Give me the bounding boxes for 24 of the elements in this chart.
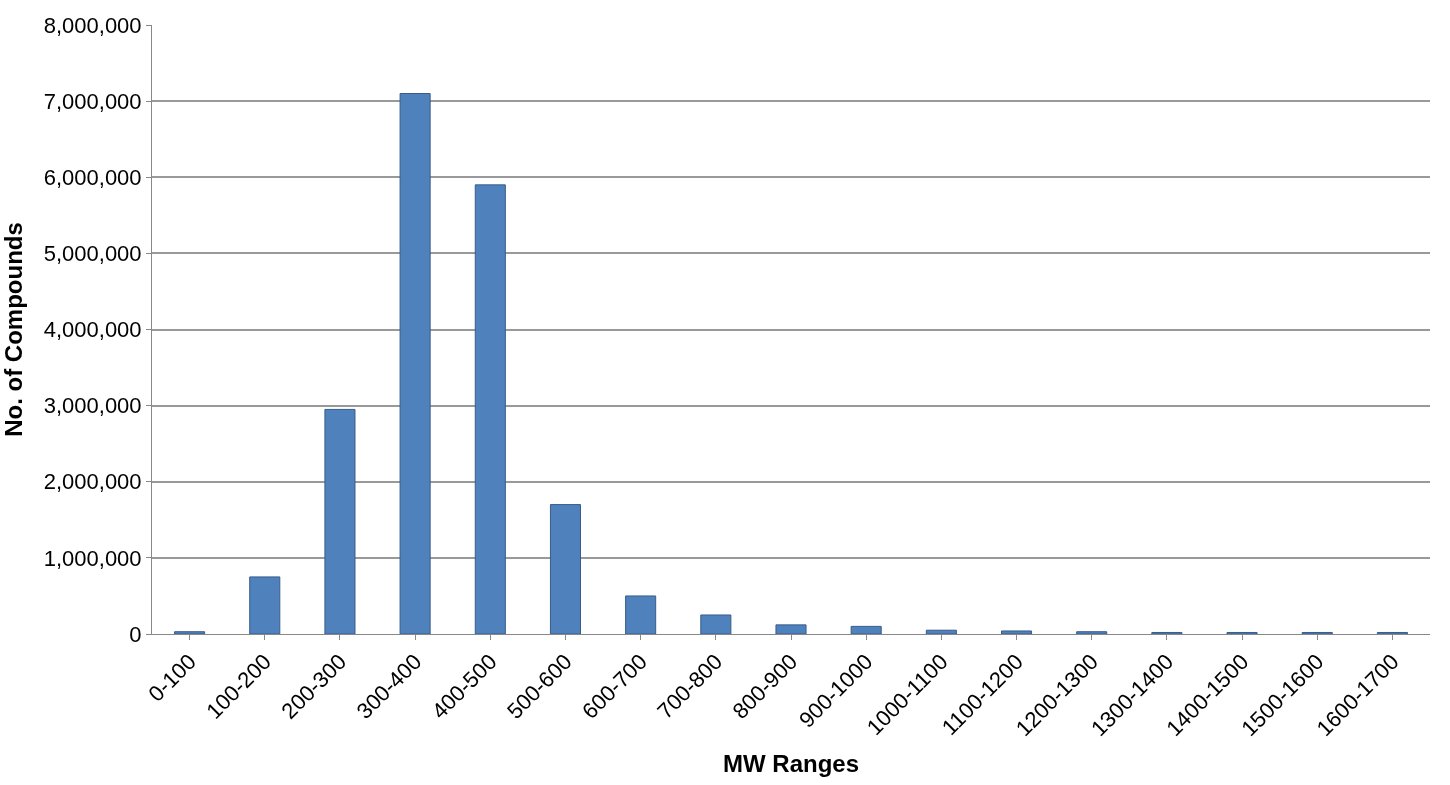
bar xyxy=(850,625,882,634)
y-tick-label: 8,000,000 xyxy=(43,12,142,38)
y-tick-label: 2,000,000 xyxy=(43,469,142,495)
y-tick-label: 3,000,000 xyxy=(43,393,142,419)
y-axis-title: No. of Compounds xyxy=(0,222,27,437)
bar xyxy=(249,576,281,634)
y-tick-label: 0 xyxy=(129,621,142,647)
bar xyxy=(1000,630,1033,634)
y-tick-label: 4,000,000 xyxy=(43,317,142,343)
bar xyxy=(700,614,732,634)
bar xyxy=(625,595,657,634)
bar xyxy=(925,629,957,634)
y-tick-label: 5,000,000 xyxy=(43,241,142,267)
x-axis-title: MW Ranges xyxy=(722,750,860,778)
bar xyxy=(1076,631,1108,634)
bar xyxy=(474,184,506,634)
bar xyxy=(324,408,356,634)
bar xyxy=(399,93,431,634)
bar xyxy=(549,504,582,634)
y-tick-label: 6,000,000 xyxy=(43,164,142,190)
y-tick-label: 1,000,000 xyxy=(43,545,142,571)
bar xyxy=(174,631,206,634)
y-tick-label: 7,000,000 xyxy=(43,88,142,114)
bar xyxy=(775,624,807,634)
